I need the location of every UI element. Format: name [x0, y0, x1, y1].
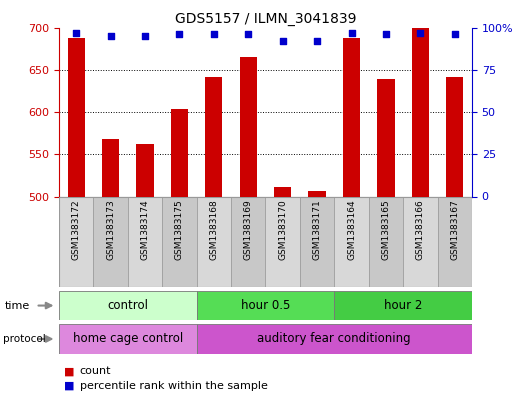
- Point: [382, 31, 390, 37]
- Text: time: time: [5, 301, 30, 310]
- Text: protocol: protocol: [3, 334, 45, 344]
- Bar: [231, 196, 266, 287]
- Text: GSM1383167: GSM1383167: [450, 199, 459, 260]
- Bar: [343, 38, 360, 197]
- Bar: [171, 110, 188, 196]
- Bar: [196, 324, 472, 354]
- Bar: [240, 57, 257, 196]
- Point: [347, 29, 356, 36]
- Text: hour 0.5: hour 0.5: [241, 299, 290, 312]
- Text: control: control: [107, 299, 148, 312]
- Bar: [196, 196, 231, 287]
- Text: GSM1383172: GSM1383172: [72, 199, 81, 260]
- Bar: [334, 291, 472, 320]
- Bar: [438, 196, 472, 287]
- Bar: [102, 139, 119, 196]
- Point: [175, 31, 184, 37]
- Point: [313, 38, 321, 44]
- Text: GSM1383166: GSM1383166: [416, 199, 425, 260]
- Bar: [369, 196, 403, 287]
- Text: GSM1383169: GSM1383169: [244, 199, 253, 260]
- Bar: [205, 77, 223, 196]
- Bar: [59, 196, 93, 287]
- Text: GSM1383165: GSM1383165: [382, 199, 390, 260]
- Text: GSM1383171: GSM1383171: [312, 199, 322, 260]
- Bar: [162, 196, 196, 287]
- Bar: [68, 38, 85, 197]
- Bar: [446, 77, 463, 196]
- Bar: [59, 324, 196, 354]
- Text: GSM1383168: GSM1383168: [209, 199, 219, 260]
- Text: home cage control: home cage control: [73, 332, 183, 345]
- Bar: [128, 196, 162, 287]
- Bar: [93, 196, 128, 287]
- Point: [72, 29, 81, 36]
- Bar: [308, 191, 326, 196]
- Bar: [136, 144, 153, 196]
- Point: [107, 33, 115, 39]
- Text: GSM1383174: GSM1383174: [141, 199, 149, 260]
- Bar: [412, 28, 429, 196]
- Point: [416, 29, 424, 36]
- Point: [141, 33, 149, 39]
- Text: GSM1383170: GSM1383170: [278, 199, 287, 260]
- Bar: [300, 196, 334, 287]
- Bar: [265, 196, 300, 287]
- Point: [279, 38, 287, 44]
- Text: percentile rank within the sample: percentile rank within the sample: [80, 381, 267, 391]
- Text: ■: ■: [64, 381, 74, 391]
- Bar: [334, 196, 369, 287]
- Bar: [403, 196, 438, 287]
- Text: GSM1383175: GSM1383175: [175, 199, 184, 260]
- Bar: [274, 187, 291, 196]
- Point: [450, 31, 459, 37]
- Text: GSM1383173: GSM1383173: [106, 199, 115, 260]
- Text: ■: ■: [64, 366, 74, 376]
- Point: [210, 31, 218, 37]
- Text: auditory fear conditioning: auditory fear conditioning: [258, 332, 411, 345]
- Bar: [59, 291, 196, 320]
- Title: GDS5157 / ILMN_3041839: GDS5157 / ILMN_3041839: [175, 13, 356, 26]
- Point: [244, 31, 252, 37]
- Bar: [196, 291, 334, 320]
- Text: GSM1383164: GSM1383164: [347, 199, 356, 260]
- Text: count: count: [80, 366, 111, 376]
- Text: hour 2: hour 2: [384, 299, 422, 312]
- Bar: [378, 79, 394, 196]
